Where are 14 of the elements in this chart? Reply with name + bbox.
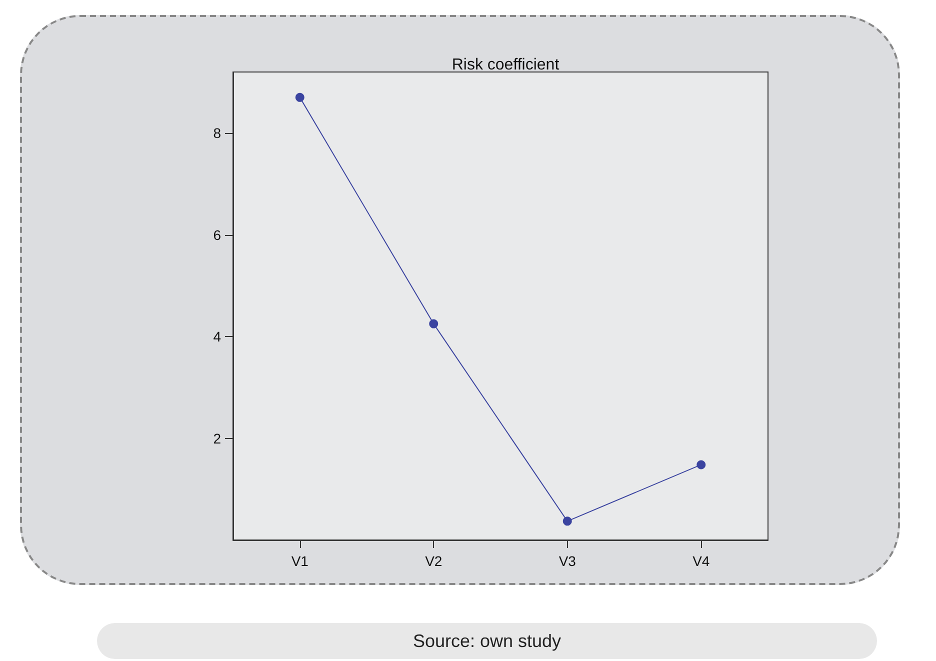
point bbox=[429, 319, 438, 328]
point bbox=[562, 516, 572, 526]
x-tick-label: V1 bbox=[291, 553, 309, 569]
y-tick-label: 8 bbox=[213, 125, 222, 142]
x-tick-label: V4 bbox=[692, 553, 710, 569]
point bbox=[295, 92, 304, 102]
chart-title: Risk coefficient bbox=[452, 56, 560, 74]
source-note: Source: own study bbox=[97, 623, 877, 659]
x-tick-label: V3 bbox=[558, 553, 576, 569]
point bbox=[696, 460, 706, 470]
x-tick-label: V2 bbox=[425, 553, 442, 569]
y-tick-label: 6 bbox=[213, 226, 222, 243]
y-tick-label: 4 bbox=[213, 328, 222, 345]
y-tick-label: 2 bbox=[213, 430, 222, 446]
